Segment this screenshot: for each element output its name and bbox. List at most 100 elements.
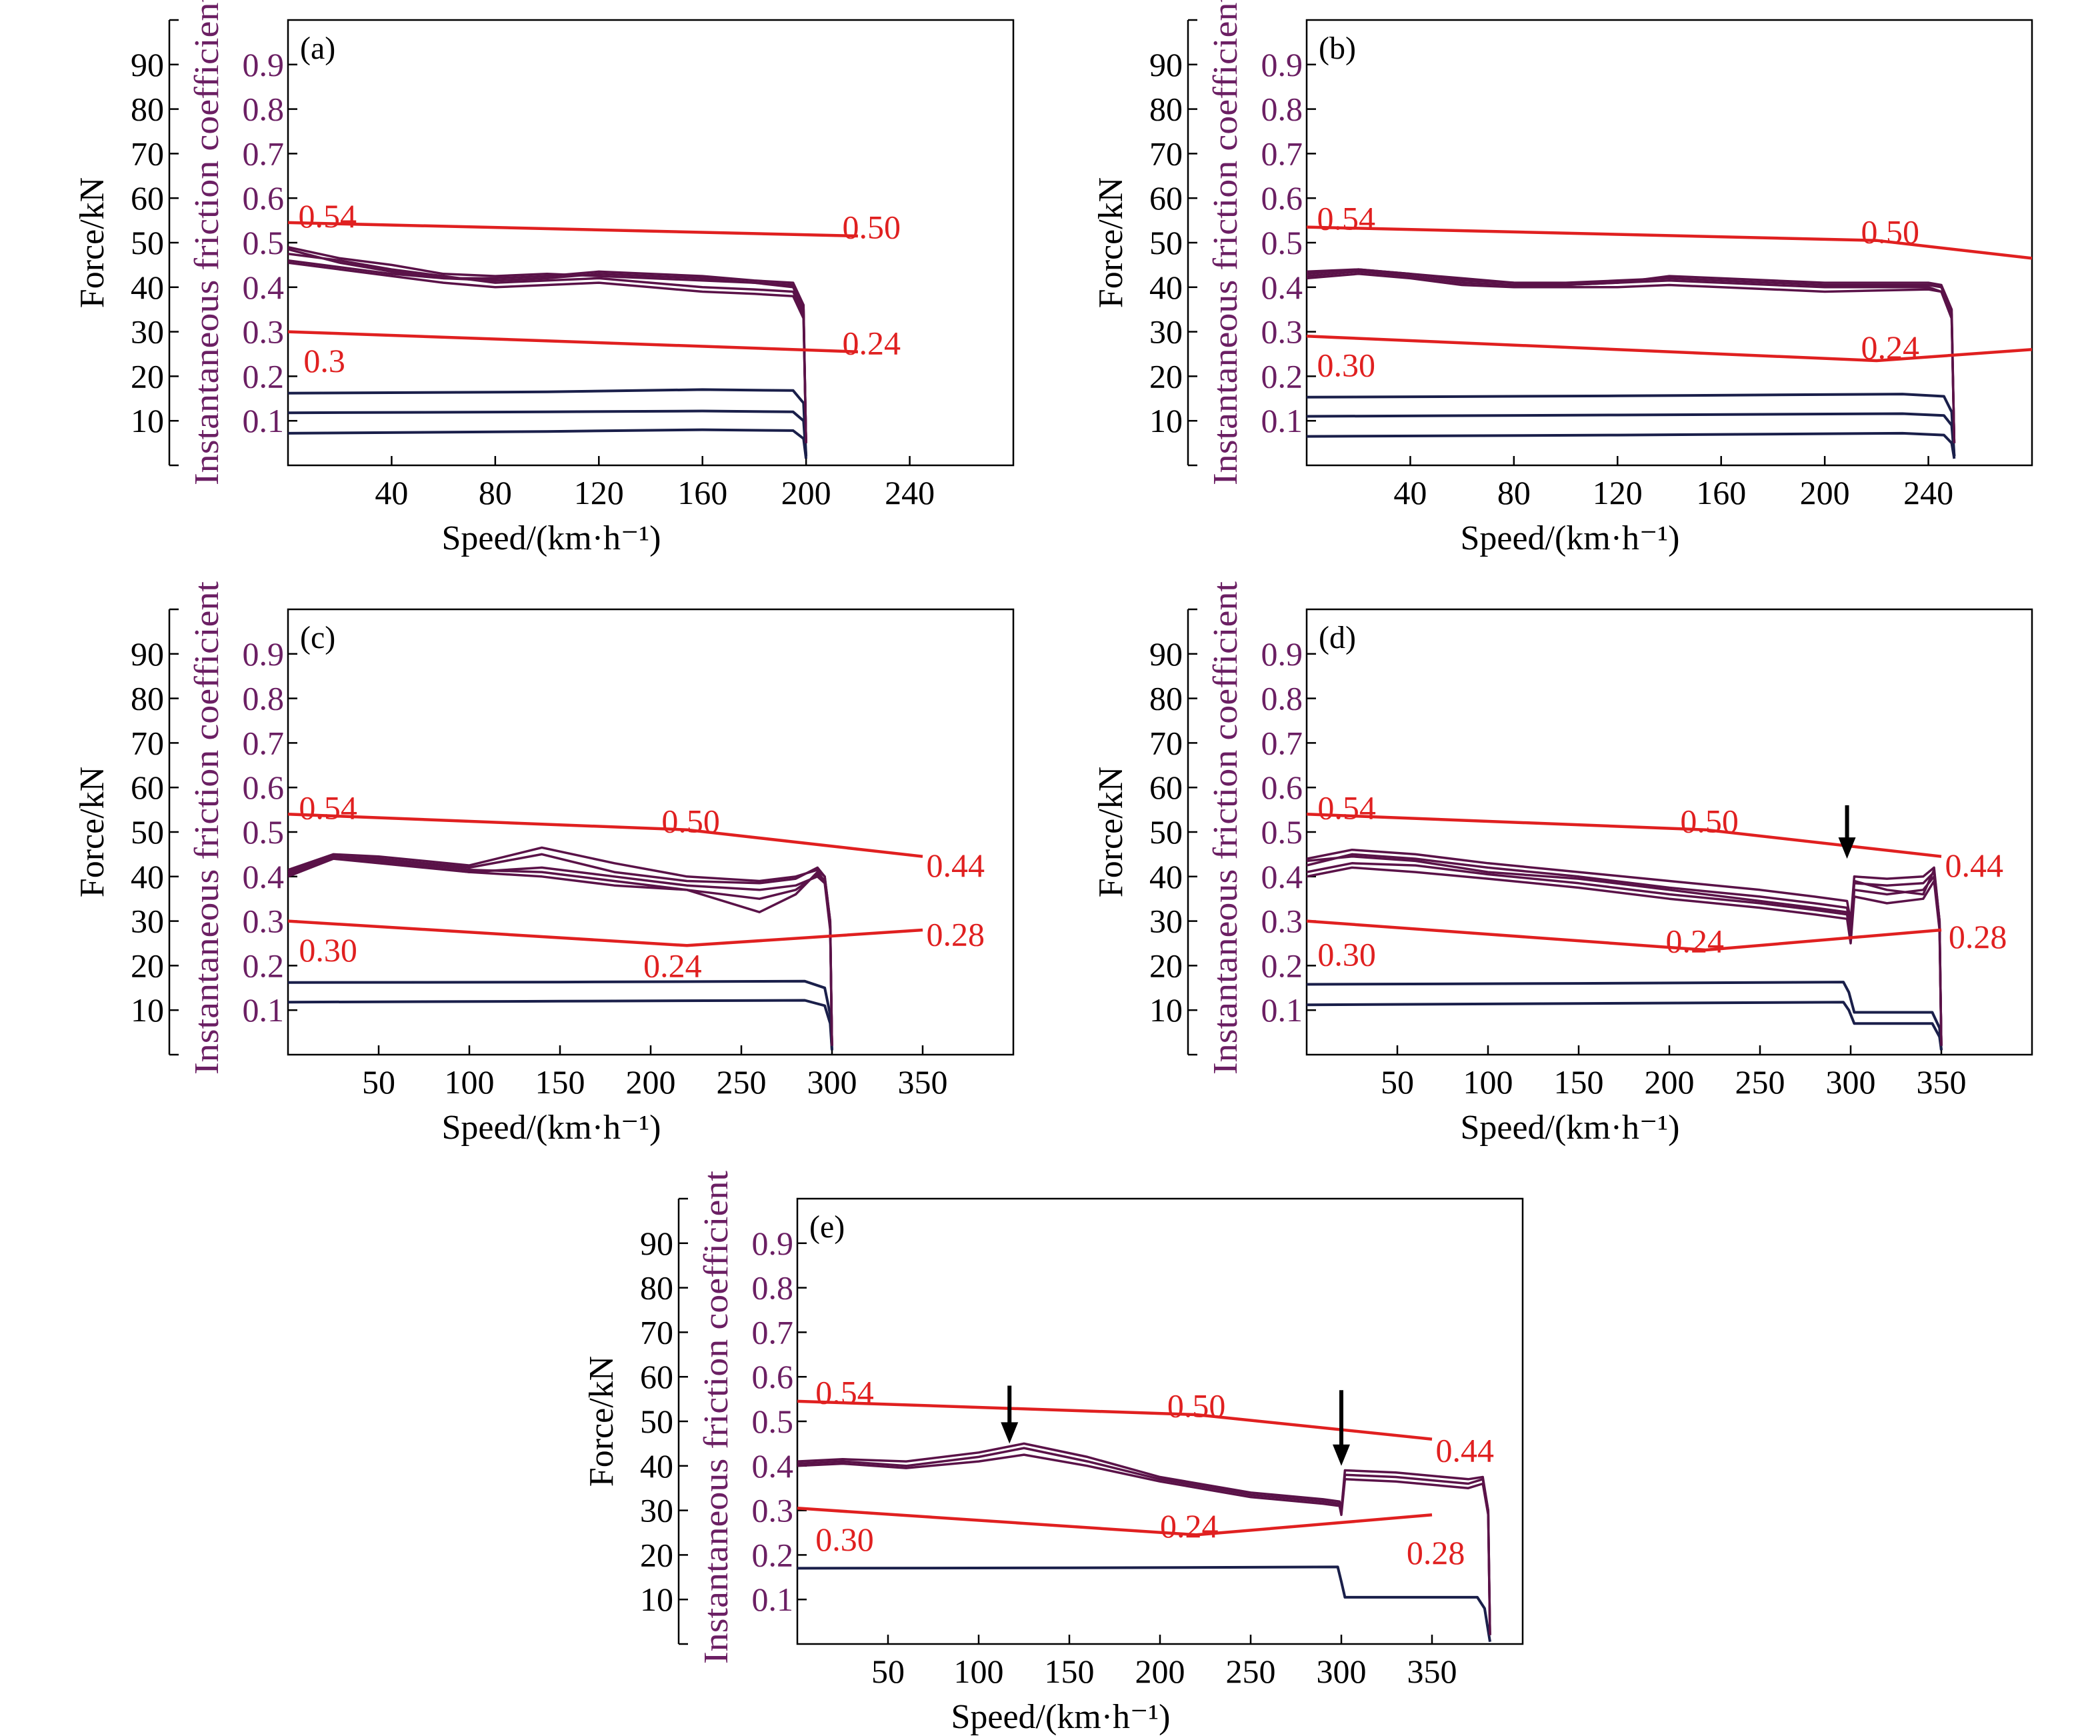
force-tick-label: 60 (131, 769, 164, 806)
mu-tick-label: 0.2 (1261, 357, 1303, 395)
force-tick-label: 60 (131, 179, 164, 217)
friction-series-line (1307, 848, 1943, 1046)
friction-series-line (797, 1447, 1491, 1635)
friction-axis-title: Instantaneous friction coefficient (1207, 581, 1245, 1075)
friction-series-line (288, 853, 833, 1046)
limit-value-label: 0.30 (815, 1521, 874, 1558)
force-tick-label: 40 (640, 1447, 673, 1485)
limit-value-label: 0.44 (1945, 847, 2003, 884)
force-tick-label: 30 (1149, 903, 1183, 940)
mu-tick-label: 0.3 (243, 313, 285, 351)
mu-tick-label: 0.5 (1261, 813, 1303, 851)
mu-tick-label: 0.8 (1261, 91, 1303, 128)
force-series-line (288, 999, 833, 1051)
x-tick-label: 120 (1593, 474, 1643, 511)
mu-tick-label: 0.3 (243, 903, 285, 940)
lower-limit-line (288, 330, 858, 353)
x-axis-title: Speed/(km·h⁻¹) (441, 519, 661, 557)
lower-limit-line (288, 919, 923, 947)
force-tick-label: 50 (131, 224, 164, 261)
panel-label: (d) (1319, 620, 1356, 655)
plot-frame (1305, 608, 2033, 1056)
force-tick-label: 40 (131, 858, 164, 895)
limit-value-label: 0.30 (1317, 936, 1375, 973)
friction-series-line (288, 259, 807, 443)
force-tick-label: 90 (131, 46, 164, 83)
mu-tick-label: 0.2 (243, 357, 285, 395)
friction-series-line (797, 1442, 1491, 1635)
friction-series-line (288, 855, 833, 1046)
x-axis-title: Speed/(km·h⁻¹) (951, 1698, 1170, 1736)
data-area (1307, 813, 1943, 1051)
x-tick-label: 120 (574, 474, 624, 511)
upper-limit-line (797, 1399, 1433, 1441)
panel-label: (b) (1319, 31, 1356, 66)
panel-label: (e) (809, 1209, 845, 1245)
panel-0: 10 20 30 40 50 60 70 80 90 0.1 0.2 0.3 0.4 0.5 0.6 0.7 0… (73, 0, 1015, 557)
force-tick-label: 60 (1149, 769, 1183, 806)
friction-series-line (1307, 862, 1943, 1046)
mu-tick-label: 0.5 (1261, 224, 1303, 261)
x-tick-label: 200 (626, 1063, 676, 1101)
force-tick-label: 30 (1149, 313, 1183, 351)
data-area (1307, 225, 2032, 459)
limit-value-label: 0.50 (1167, 1387, 1226, 1425)
mu-tick-label: 0.2 (752, 1536, 794, 1573)
force-tick-label: 40 (131, 269, 164, 306)
limit-value-label: 0.30 (299, 931, 357, 969)
force-tick-label: 20 (1149, 357, 1183, 395)
force-series-line (1307, 393, 1956, 457)
friction-series-line (288, 252, 807, 443)
limit-value-label: 0.50 (1680, 802, 1739, 839)
arrow-head (1333, 1444, 1350, 1466)
friction-axis-title: Instantaneous friction coefficient (1207, 0, 1245, 485)
mu-tick-label: 0.9 (1261, 635, 1303, 673)
friction-series-line (1307, 268, 1956, 443)
force-axis-title: Force/kN (1092, 767, 1130, 897)
mu-tick-label: 0.7 (1261, 724, 1303, 761)
mu-tick-label: 0.9 (243, 46, 285, 83)
mu-tick-label: 0.8 (243, 91, 285, 128)
force-axis-title: Force/kN (73, 177, 111, 308)
force-series-line (1307, 1001, 1943, 1051)
x-tick-label: 350 (1407, 1653, 1457, 1690)
friction-series-line (288, 261, 807, 443)
limit-value-label: 0.54 (1317, 789, 1375, 826)
friction-series-line (288, 846, 833, 1046)
x-tick-label: 150 (1045, 1653, 1095, 1690)
force-tick-label: 50 (131, 813, 164, 851)
x-tick-label: 300 (807, 1063, 857, 1101)
data-area (288, 813, 923, 1051)
force-tick-label: 40 (1149, 269, 1183, 306)
friction-series-line (1307, 866, 1943, 1046)
plot-frame (1305, 19, 2033, 467)
x-tick-label: 350 (1917, 1063, 1967, 1101)
limit-value-label: 0.54 (815, 1374, 874, 1411)
mu-tick-label: 0.6 (1261, 769, 1303, 806)
plot-frame (287, 19, 1015, 467)
friction-series-line (288, 248, 807, 443)
panel-1: 10 20 30 40 50 60 70 80 90 0.1 0.2 0.3 0.4 0.5 0.6 0.7 0… (1092, 0, 2033, 557)
x-tick-label: 50 (1381, 1063, 1414, 1101)
upper-limit-line (1307, 225, 2032, 260)
force-tick-label: 70 (640, 1313, 673, 1351)
friction-series-line (1307, 273, 1956, 443)
x-axis-title: Speed/(km·h⁻¹) (441, 1109, 661, 1147)
force-tick-label: 90 (131, 635, 164, 673)
x-tick-label: 80 (1497, 474, 1531, 511)
x-tick-label: 200 (1645, 1063, 1695, 1101)
limit-value-label: 0.54 (1317, 199, 1376, 237)
force-tick-label: 80 (1149, 680, 1183, 717)
force-tick-label: 80 (131, 680, 164, 717)
mu-tick-label: 0.1 (752, 1581, 794, 1618)
lower-limit-line (797, 1507, 1433, 1537)
lower-limit-line (1307, 919, 1942, 952)
mu-tick-label: 0.9 (243, 635, 285, 673)
force-tick-label: 70 (131, 135, 164, 172)
panel-label: (c) (300, 620, 335, 655)
force-tick-label: 80 (640, 1269, 673, 1307)
mu-tick-label: 0.2 (1261, 947, 1303, 984)
mu-tick-label: 0.7 (243, 724, 285, 761)
force-tick-label: 10 (1149, 991, 1183, 1029)
force-series-line (288, 428, 808, 459)
